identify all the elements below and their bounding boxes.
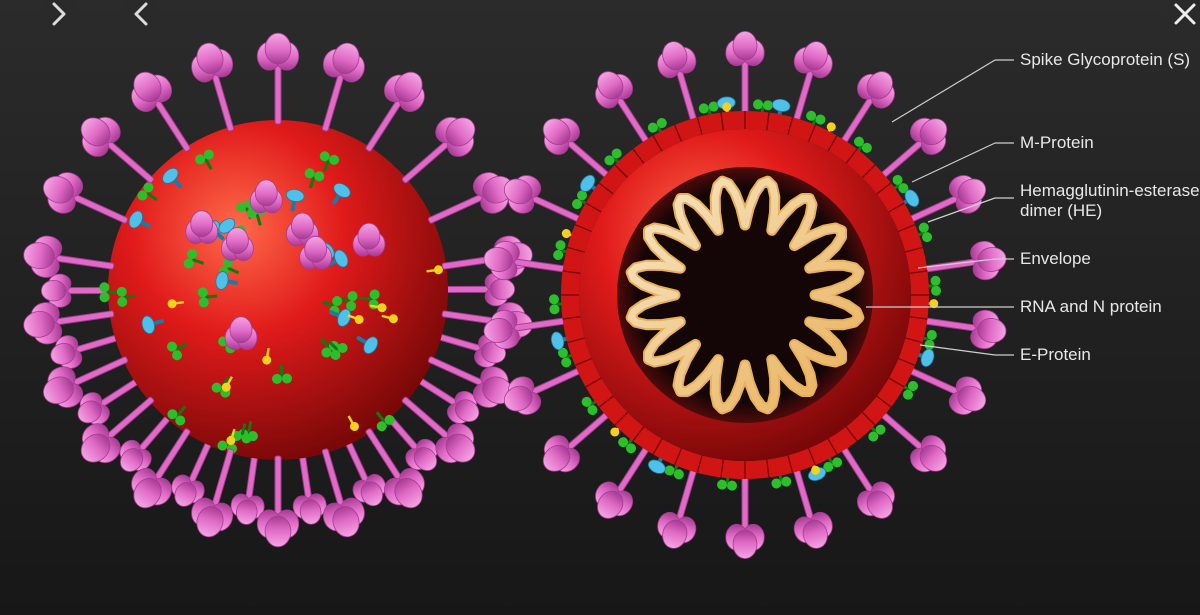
label-text: M-Protein (1020, 133, 1094, 152)
label-text: Envelope (1020, 249, 1091, 268)
label-text: E-Protein (1020, 345, 1091, 364)
diagram-root: Spike Glycoprotein (S) M-Protein Hemagglut… (0, 0, 1200, 615)
label-text: dimer (HE) (1020, 201, 1102, 220)
label-text: Spike Glycoprotein (S) (1020, 50, 1190, 69)
label-text: RNA and N protein (1020, 297, 1162, 316)
diagram-svg: Spike Glycoprotein (S) M-Protein Hemagglut… (0, 0, 1200, 615)
label-text: Hemagglutinin-esterase (1020, 181, 1200, 200)
virion-sphere (108, 120, 448, 460)
